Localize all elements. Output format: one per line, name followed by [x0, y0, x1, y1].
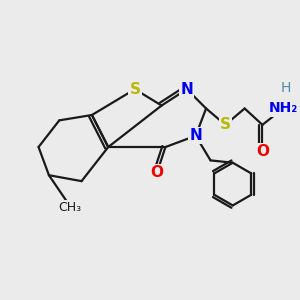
Text: S: S: [129, 82, 140, 97]
Text: O: O: [256, 144, 269, 159]
Text: H: H: [281, 81, 291, 95]
Text: N: N: [180, 82, 193, 97]
Text: NH₂: NH₂: [268, 101, 298, 116]
Text: N: N: [189, 128, 202, 143]
Text: O: O: [151, 165, 164, 180]
Text: CH₃: CH₃: [58, 201, 81, 214]
Text: S: S: [220, 117, 231, 132]
